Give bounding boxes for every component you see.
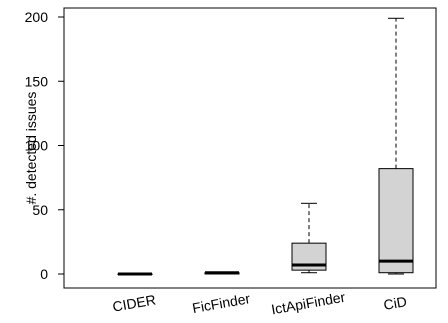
boxes-group [117, 17, 414, 276]
x-tick-label: FicFinder [191, 290, 252, 316]
y-tick-label: 0 [40, 266, 48, 282]
y-tick-label: 200 [25, 9, 49, 25]
y-tick-label: 50 [32, 202, 48, 218]
box-ficfinder [204, 271, 240, 275]
x-tick-label: IctApiFinder [270, 289, 347, 318]
y-axis-label: #. detected issues [23, 92, 39, 205]
box-cid [378, 17, 414, 275]
y-axis: 0 50 100 150 200 [25, 9, 64, 282]
plot-frame [63, 7, 437, 289]
x-tick-label: CiD [382, 293, 408, 313]
box-cider [117, 272, 153, 276]
x-axis-labels: CIDER FicFinder IctApiFinder CiD [111, 289, 408, 318]
y-tick-label: 100 [25, 138, 49, 154]
x-tick-label: CIDER [111, 291, 157, 314]
iqr-box [378, 168, 414, 274]
box-ictapifinder [291, 202, 327, 274]
y-tick-label: 150 [25, 73, 49, 89]
